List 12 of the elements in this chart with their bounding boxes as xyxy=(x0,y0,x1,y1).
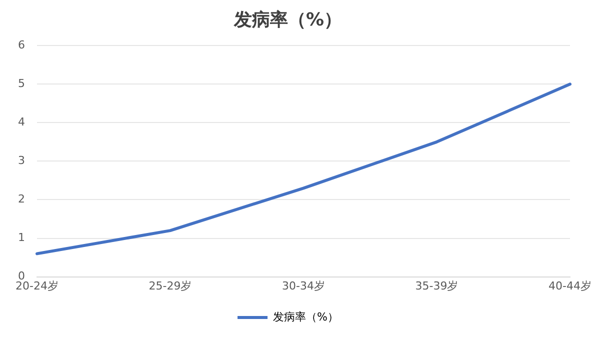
x-tick-label: 30-34岁 xyxy=(282,279,325,292)
y-tick-label: 1 xyxy=(18,231,25,244)
y-tick-label: 4 xyxy=(18,116,25,129)
legend-label: 发病率（%） xyxy=(273,310,338,324)
y-tick-label: 2 xyxy=(18,192,25,206)
x-tick-label: 35-39岁 xyxy=(415,279,458,292)
chart-title: 发病率（%） xyxy=(232,9,342,30)
x-tick-label: 40-44岁 xyxy=(548,279,592,292)
y-tick-label: 6 xyxy=(18,38,25,52)
x-tick-label: 25-29岁 xyxy=(148,279,192,292)
y-tick-label: 3 xyxy=(18,154,25,168)
y-tick-label: 5 xyxy=(18,76,25,90)
